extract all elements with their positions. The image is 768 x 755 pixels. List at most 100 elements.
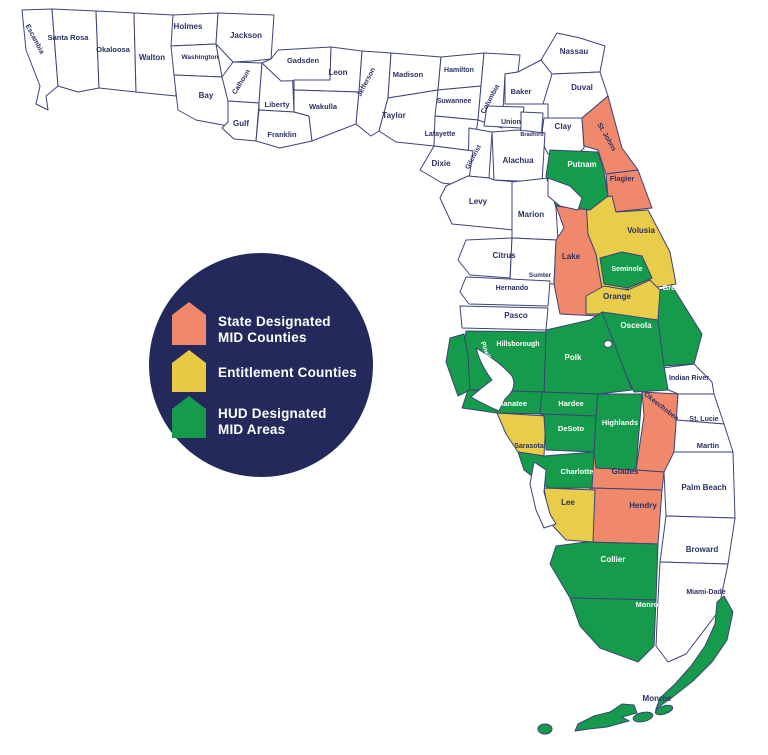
county-label-manatee: Manatee xyxy=(497,399,527,408)
county-label-union: Union xyxy=(501,119,521,126)
county-miami-dade xyxy=(655,561,729,663)
county-label-glades: Glades xyxy=(612,467,639,476)
county-santa-rosa xyxy=(51,8,100,93)
county-label-bradford: Bradford xyxy=(520,132,543,138)
county-franklin xyxy=(255,109,313,149)
county-label-indian-river: Indian River xyxy=(669,375,709,382)
county-label-seminole: Seminole xyxy=(611,266,642,273)
county-label-dixie: Dixie xyxy=(431,159,451,168)
lower-keys-island xyxy=(574,703,638,732)
county-marion xyxy=(511,177,559,241)
county-label-jackson: Jackson xyxy=(230,31,262,40)
county-jackson xyxy=(215,12,275,63)
county-label-putnam: Putnam xyxy=(567,160,596,169)
county-label-hendry: Hendry xyxy=(629,501,657,510)
county-label-orange: Orange xyxy=(603,292,632,301)
middle-keys-island xyxy=(654,704,674,716)
key-west-island xyxy=(537,723,553,735)
county-label-hillsborough: Hillsborough xyxy=(496,341,539,348)
county-label-gulf: Gulf xyxy=(233,119,249,128)
county-label-leon: Leon xyxy=(328,68,347,77)
county-label-washington: Washington xyxy=(182,54,219,61)
county-label-taylor: Taylor xyxy=(382,111,405,120)
county-highlands xyxy=(593,393,643,471)
county-label-lafayette: Lafayette xyxy=(425,131,456,138)
county-label-santa-rosa: Santa Rosa xyxy=(48,33,90,42)
county-label-polk: Polk xyxy=(565,353,582,362)
county-label-walton: Walton xyxy=(139,53,165,62)
county-label-duval: Duval xyxy=(571,83,593,92)
county-brevard xyxy=(657,285,703,367)
county-label-osceola: Osceola xyxy=(620,321,652,330)
water-overlays xyxy=(470,177,613,529)
county-label-hardee: Hardee xyxy=(558,399,583,408)
county-label-highlands: Highlands xyxy=(602,418,638,427)
county-label-monroe-keys: Monroe xyxy=(643,694,672,703)
county-taylor xyxy=(378,89,439,147)
county-label-miami-dade: Miami-Dade xyxy=(686,589,725,596)
county-hernando xyxy=(459,276,551,307)
legend-hud-mid-label-line2: MID Areas xyxy=(218,422,285,437)
county-broward xyxy=(659,515,736,565)
county-label-volusia: Volusia xyxy=(627,226,655,235)
county-label-madison: Madison xyxy=(393,70,424,79)
legend-state-mid-label-line1: State Designated xyxy=(218,314,331,329)
county-collier xyxy=(549,541,659,601)
polk-lake-water xyxy=(603,340,613,348)
legend-entitlement-label: Entitlement Counties xyxy=(218,365,357,380)
county-citrus xyxy=(457,237,513,279)
counties-designated xyxy=(445,95,703,663)
legend-state-mid-house-icon xyxy=(172,302,206,345)
county-label-broward: Broward xyxy=(686,545,719,554)
county-label-baker: Baker xyxy=(511,87,532,96)
county-label-flagler: Flagler xyxy=(610,174,635,183)
county-label-franklin: Franklin xyxy=(267,130,297,139)
county-label-liberty: Liberty xyxy=(264,100,290,109)
legend-state-mid-label-line2: MID Counties xyxy=(218,330,307,345)
county-label-monroe: Monroe xyxy=(635,600,662,609)
county-seminole xyxy=(599,251,653,289)
county-monroe xyxy=(569,597,657,663)
county-label-holmes: Holmes xyxy=(174,22,203,31)
legend: State Designated MID Counties Entitlemen… xyxy=(149,253,373,477)
counties-undesignated xyxy=(21,8,736,663)
county-label-brevard: Brevard xyxy=(663,283,692,292)
tampa-bay-water xyxy=(470,346,515,412)
county-labels: Escambia Santa RosaOkaloosaWaltonHolmesWa… xyxy=(24,22,727,609)
county-label-lake: Lake xyxy=(562,252,581,261)
county-label-hernando: Hernando xyxy=(496,285,529,292)
county-label-hamilton: Hamilton xyxy=(444,67,474,74)
county-label-charlotte: Charlotte xyxy=(561,467,594,476)
county-label-palm-beach: Palm Beach xyxy=(681,483,726,492)
legend-entitlement-house-icon xyxy=(172,350,206,392)
county-label-levy: Levy xyxy=(469,197,488,206)
county-label-marion: Marion xyxy=(518,210,544,219)
county-alachua xyxy=(491,129,546,183)
legend-hud-mid-label-line1: HUD Designated xyxy=(218,406,327,421)
county-label-lee: Lee xyxy=(561,498,575,507)
legend-hud-mid-house-icon xyxy=(172,396,206,438)
middle-keys-island-2 xyxy=(632,711,654,723)
county-label-pasco: Pasco xyxy=(504,311,528,320)
county-label-desoto: DeSoto xyxy=(558,424,585,433)
county-label-sumter: Sumter xyxy=(529,272,552,279)
florida-keys xyxy=(537,595,734,735)
county-label-collier: Collier xyxy=(601,555,626,564)
county-label-nassau: Nassau xyxy=(560,47,589,56)
county-label-wakulla: Wakulla xyxy=(309,102,338,111)
upper-keys-island xyxy=(654,595,734,711)
lake-george-water xyxy=(547,177,583,211)
county-label-bay: Bay xyxy=(199,91,214,100)
county-label-st-lucie: St. Lucie xyxy=(689,416,718,423)
county-label-sarasota: Sarasota xyxy=(514,443,544,450)
county-label-martin: Martin xyxy=(697,441,720,450)
county-label-suwannee: Suwannee xyxy=(437,98,472,105)
county-label-citrus: Citrus xyxy=(492,251,516,260)
county-label-clay: Clay xyxy=(555,122,572,131)
charlotte-harbor-water xyxy=(529,461,557,529)
county-hendry xyxy=(585,487,663,545)
county-label-okaloosa: Okaloosa xyxy=(96,45,131,54)
county-label-alachua: Alachua xyxy=(502,156,534,165)
